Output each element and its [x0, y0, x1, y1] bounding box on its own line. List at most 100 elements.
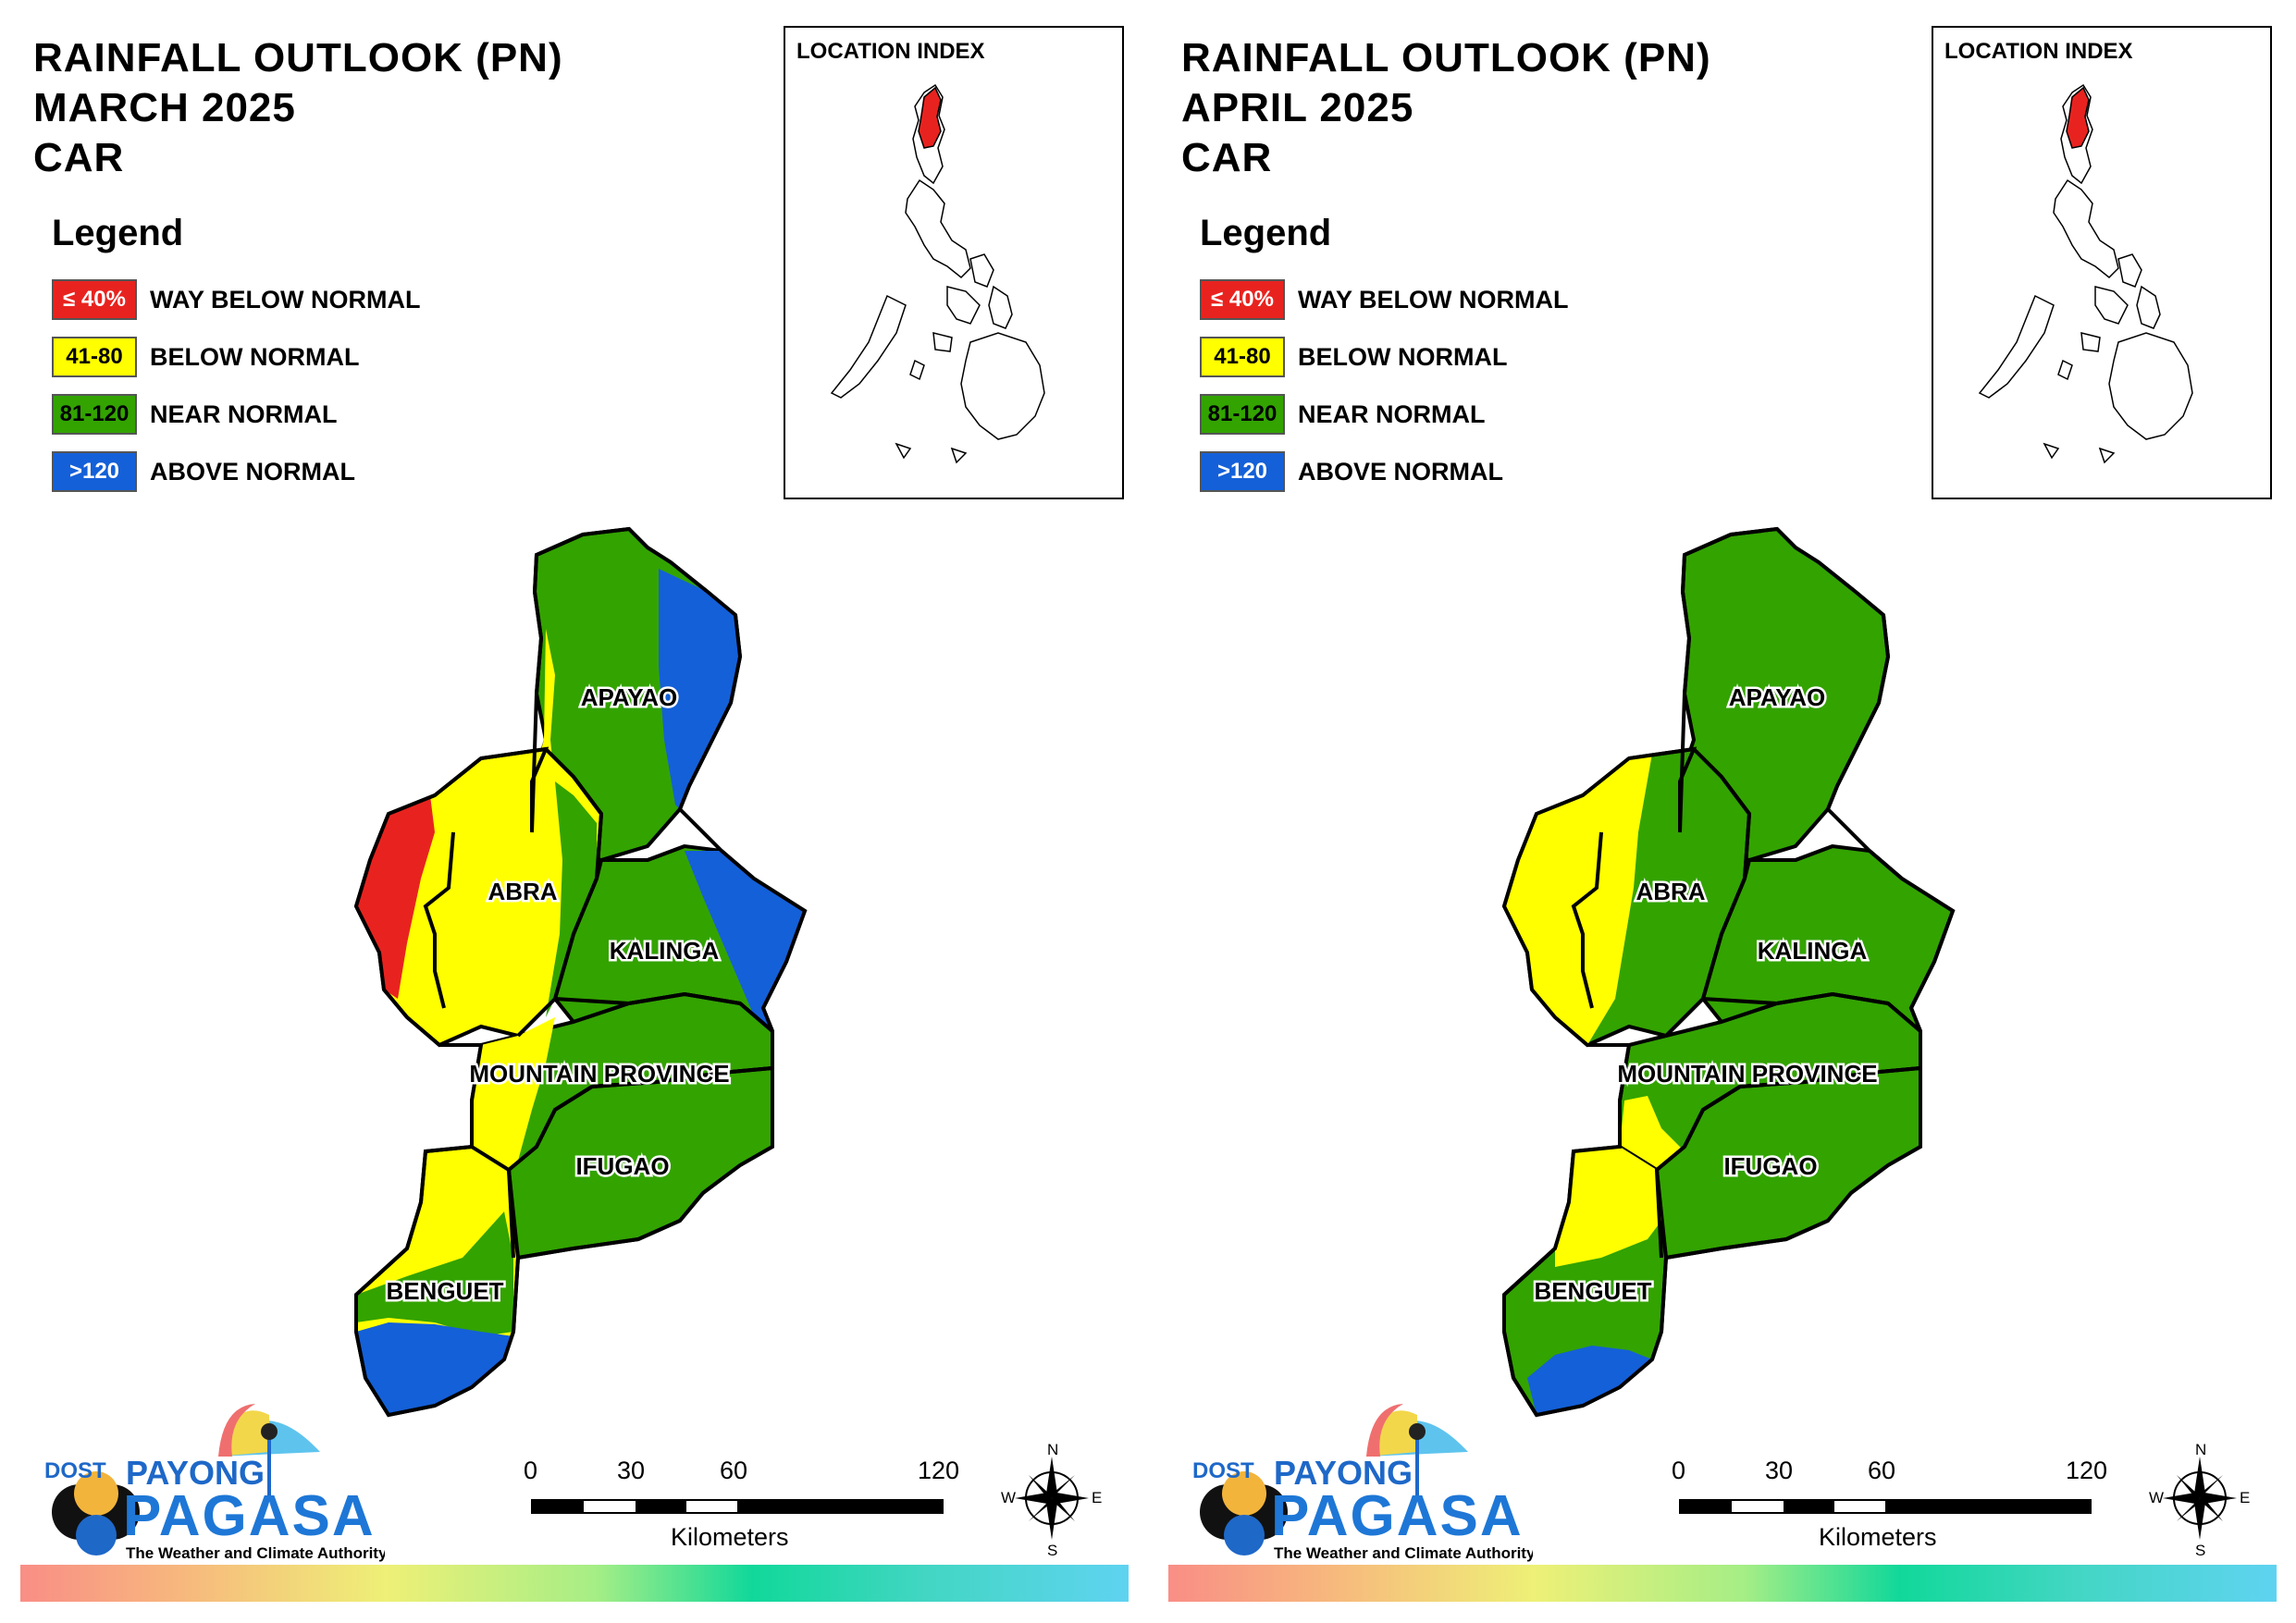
scale-bar-track: [531, 1499, 944, 1514]
footer-gradient-bar: [1168, 1565, 2277, 1602]
compass-s: S: [1047, 1542, 1057, 1558]
legend-title: Legend: [1200, 213, 1332, 253]
pagasa-logo: DOST PAYONG PAGASA The Weather and Clima…: [1192, 1404, 1533, 1562]
logo-tagline: The Weather and Climate Authority: [1274, 1544, 1533, 1562]
philippines-outline-icon: [1978, 83, 2193, 464]
label-benguet: BENGUET: [1534, 1277, 1651, 1305]
location-index: LOCATION INDEX: [784, 26, 1124, 499]
legend-item: ≤ 40% WAY BELOW NORMAL: [1200, 271, 1569, 328]
title-line-1: RAINFALL OUTLOOK (PN): [33, 35, 563, 80]
rain-zone-above: [356, 1322, 513, 1415]
label-mountain-province: MOUNTAIN PROVINCE: [1617, 1060, 1877, 1088]
legend-swatch-yellow: 41-80: [52, 337, 137, 377]
location-index-title: LOCATION INDEX: [796, 39, 985, 64]
compass-e: E: [1092, 1489, 1102, 1506]
logo-tagline: The Weather and Climate Authority: [126, 1544, 385, 1562]
legend-swatch-green: 81-120: [1200, 394, 1285, 435]
legend-swatch-green: 81-120: [52, 394, 137, 435]
logo-pagasa: PAGASA: [1271, 1484, 1524, 1548]
label-kalinga: KALINGA: [1758, 937, 1868, 965]
compass-w: W: [2149, 1489, 2164, 1506]
legend-swatch-blue: >120: [1200, 451, 1285, 492]
logo-dost: DOST: [44, 1458, 106, 1483]
compass-n: N: [2195, 1441, 2206, 1458]
label-abra: ABRA: [488, 878, 557, 905]
scale-tick-0: 0: [524, 1457, 538, 1484]
compass-e: E: [2240, 1489, 2250, 1506]
map-title: RAINFALL OUTLOOK (PN) APRIL 2025 CAR: [1181, 33, 1711, 183]
rain-zone-above: [659, 569, 740, 809]
scale-tick-30: 30: [1765, 1457, 1794, 1484]
legend-item: >120 ABOVE NORMAL: [52, 443, 421, 500]
pagasa-logo: DOST PAYONG PAGASA The Weather and Clima…: [44, 1404, 385, 1562]
legend-swatch-red: ≤ 40%: [52, 279, 137, 320]
label-abra: ABRA: [1636, 878, 1705, 905]
legend-label: ABOVE NORMAL: [1298, 457, 1503, 486]
legend-label: WAY BELOW NORMAL: [150, 285, 421, 314]
rain-zone-below: [1620, 1096, 1685, 1170]
compass-rose-icon: N E S W: [2149, 1441, 2250, 1558]
scale-bar: 0 30 60 120 Kilometers: [518, 1457, 962, 1558]
rain-zone-below: [472, 1017, 555, 1170]
scale-tick-120: 120: [2066, 1457, 2108, 1484]
label-mountain-province: MOUNTAIN PROVINCE: [469, 1060, 729, 1088]
scale-tick-30: 30: [617, 1457, 646, 1484]
scale-unit: Kilometers: [1819, 1523, 1937, 1551]
legend-item: 81-120 NEAR NORMAL: [1200, 386, 1569, 443]
scale-tick-60: 60: [1868, 1457, 1896, 1484]
label-apayao: APAYAO: [581, 683, 678, 711]
legend-item: >120 ABOVE NORMAL: [1200, 443, 1569, 500]
philippines-outline-icon: [830, 83, 1045, 464]
legend-label: NEAR NORMAL: [150, 400, 338, 428]
dost-seal-icon: [74, 1471, 118, 1516]
title-line-3: CAR: [1181, 135, 1273, 180]
scale-bar-track: [1679, 1499, 2092, 1514]
location-index: LOCATION INDEX: [1932, 26, 2272, 499]
legend-label: NEAR NORMAL: [1298, 400, 1486, 428]
logo-pagasa: PAGASA: [123, 1484, 376, 1548]
map-title: RAINFALL OUTLOOK (PN) MARCH 2025 CAR: [33, 33, 563, 183]
legend-swatch-yellow: 41-80: [1200, 337, 1285, 377]
scale-unit: Kilometers: [671, 1523, 789, 1551]
location-index-title: LOCATION INDEX: [1944, 39, 2133, 64]
legend-item: 81-120 NEAR NORMAL: [52, 386, 421, 443]
legend: Legend ≤ 40% WAY BELOW NORMAL 41-80 BELO…: [1200, 213, 1569, 500]
legend-label: BELOW NORMAL: [150, 342, 360, 371]
label-ifugao: IFUGAO: [575, 1152, 669, 1180]
legend-swatch-blue: >120: [52, 451, 137, 492]
logo-payong: PAYONG: [126, 1454, 265, 1492]
title-line-3: CAR: [33, 135, 125, 180]
compass-w: W: [1001, 1489, 1016, 1506]
car-map: APAYAO ABRA KALINGA MOUNTAIN PROVINCE IF…: [1501, 526, 1956, 1418]
label-kalinga: KALINGA: [610, 937, 720, 965]
legend-item: 41-80 BELOW NORMAL: [52, 328, 421, 386]
rain-zone-above: [685, 851, 805, 1031]
rain-zone-above: [1527, 1346, 1652, 1415]
legend-label: ABOVE NORMAL: [150, 457, 355, 486]
title-line-2: MARCH 2025: [33, 85, 296, 130]
legend-swatch-red: ≤ 40%: [1200, 279, 1285, 320]
car-map: APAYAO ABRA KALINGA MOUNTAIN PROVINCE IF…: [353, 526, 808, 1418]
legend: Legend ≤ 40% WAY BELOW NORMAL 41-80 BELO…: [52, 213, 421, 500]
compass-s: S: [2195, 1542, 2205, 1558]
province-borders: [353, 526, 808, 1418]
legend-label: WAY BELOW NORMAL: [1298, 285, 1569, 314]
compass-rose-icon: N E S W: [1001, 1441, 1102, 1558]
compass-n: N: [1047, 1441, 1058, 1458]
scale-bar: 0 30 60 120 Kilometers: [1666, 1457, 2110, 1558]
logo-dost: DOST: [1192, 1458, 1254, 1483]
panel-march: RAINFALL OUTLOOK (PN) MARCH 2025 CAR Leg…: [20, 26, 1129, 1602]
scale-tick-60: 60: [720, 1457, 748, 1484]
logo-payong: PAYONG: [1274, 1454, 1413, 1492]
footer-gradient-bar: [20, 1565, 1129, 1602]
legend-title: Legend: [52, 213, 184, 253]
rain-zone-below: [1555, 1147, 1661, 1267]
province-borders: [1501, 526, 1956, 1418]
scale-tick-120: 120: [918, 1457, 960, 1484]
label-apayao: APAYAO: [1729, 683, 1826, 711]
legend-item: ≤ 40% WAY BELOW NORMAL: [52, 271, 421, 328]
scale-tick-0: 0: [1672, 1457, 1686, 1484]
label-ifugao: IFUGAO: [1723, 1152, 1817, 1180]
legend-label: BELOW NORMAL: [1298, 342, 1508, 371]
rain-zone-near: [356, 1211, 513, 1336]
